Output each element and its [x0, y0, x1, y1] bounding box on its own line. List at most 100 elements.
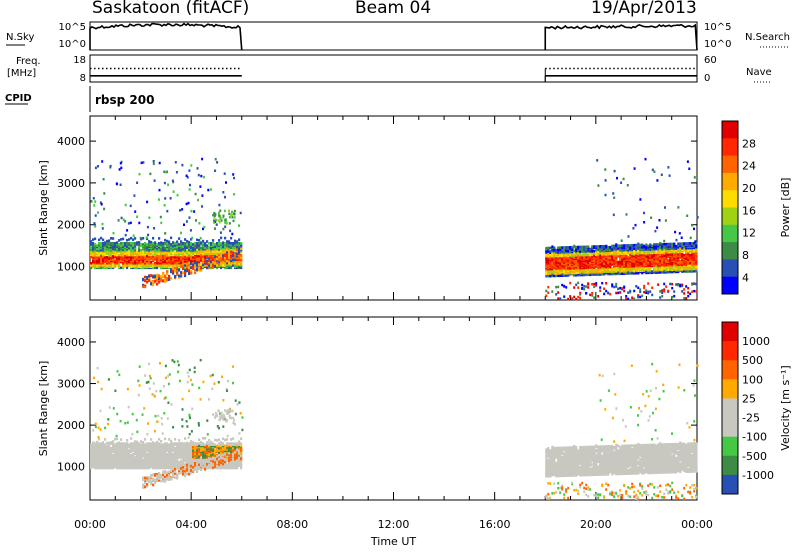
power-cell — [691, 283, 694, 286]
power-cell — [661, 289, 664, 292]
power-cell — [220, 253, 223, 257]
velocity-cell — [130, 437, 133, 440]
power-cell — [92, 265, 95, 268]
power-cell — [92, 251, 95, 254]
power-cell — [190, 238, 193, 241]
power-cell — [100, 249, 103, 252]
power-cell — [122, 218, 125, 221]
velocity-cell — [158, 477, 161, 480]
power-cell — [627, 261, 630, 265]
velocity-cell — [140, 443, 143, 446]
power-cell — [663, 242, 666, 246]
power-cell — [172, 260, 175, 264]
power-cell — [197, 198, 199, 202]
power-cell — [188, 261, 191, 265]
power-cell — [180, 231, 182, 235]
power-cell — [228, 266, 231, 270]
power-cell — [222, 245, 225, 249]
velocity-cell — [102, 452, 105, 456]
velocity-cell — [152, 473, 155, 476]
power-cell — [687, 287, 690, 290]
power-y-tick-label: 3000 — [57, 177, 85, 190]
velocity-cell — [156, 479, 159, 482]
power-cell — [561, 246, 564, 249]
power-cell — [174, 256, 177, 259]
power-cell — [146, 277, 149, 281]
power-cell — [687, 264, 690, 267]
power-cell — [599, 289, 602, 292]
power-cell — [663, 254, 666, 258]
freq-label: Freq. — [16, 56, 41, 67]
velocity-cell — [126, 439, 129, 442]
power-cell — [222, 227, 225, 231]
power-cell — [198, 222, 201, 225]
power-cell — [601, 262, 604, 266]
power-cell — [230, 266, 233, 270]
power-cell — [631, 265, 634, 268]
power-cell — [126, 266, 129, 270]
power-cell — [236, 245, 239, 249]
power-cell — [224, 257, 227, 260]
power-cell — [695, 245, 698, 248]
power-cell — [152, 236, 155, 240]
power-cell — [667, 166, 670, 169]
power-cell — [643, 286, 646, 290]
velocity-cell — [172, 472, 175, 475]
velocity-cell — [168, 438, 171, 441]
velocity-cell — [150, 475, 153, 479]
velocity-cell — [154, 478, 157, 482]
power-cell — [206, 259, 209, 263]
power-cell — [661, 260, 664, 264]
power-cell — [545, 246, 548, 250]
power-cell — [136, 250, 139, 253]
power-cell — [122, 242, 125, 245]
power-cell — [593, 285, 596, 288]
velocity-cell — [122, 450, 125, 453]
power-cell — [214, 213, 217, 216]
velocity-cell — [134, 465, 137, 469]
power-cell — [90, 200, 93, 203]
power-cell — [160, 254, 163, 258]
power-cell — [182, 253, 185, 257]
power-cell — [633, 252, 636, 255]
power-cell — [230, 259, 233, 263]
power-cell — [647, 244, 650, 248]
power-cell — [577, 271, 580, 275]
velocity-cell — [148, 476, 151, 479]
power-cell — [577, 295, 580, 299]
power-cell — [555, 248, 558, 252]
power-cell — [204, 263, 207, 267]
power-cell — [142, 256, 145, 259]
power-cell — [97, 165, 99, 168]
velocity-cell — [142, 444, 145, 448]
power-cell — [214, 255, 217, 258]
power-cell — [118, 243, 121, 246]
velocity-cell — [158, 438, 161, 441]
velocity-cell — [114, 443, 117, 446]
power-cell — [124, 220, 127, 223]
velocity-cell — [144, 481, 147, 485]
velocity-cell — [146, 452, 149, 456]
power-cell — [186, 246, 189, 250]
velocity-cell — [148, 477, 151, 481]
velocity-cell — [112, 446, 115, 450]
velocity-cell — [160, 474, 163, 478]
velocity-cell — [122, 452, 125, 456]
power-cell — [629, 244, 632, 247]
power-cell — [687, 294, 690, 298]
power-cell — [102, 242, 105, 245]
power-cell — [214, 243, 217, 246]
power-cell — [687, 266, 690, 270]
power-cell — [202, 242, 205, 245]
power-cell — [199, 185, 202, 188]
power-cell — [661, 245, 664, 248]
power-cell — [693, 282, 696, 285]
power-cell — [124, 233, 127, 237]
power-cell — [132, 234, 135, 237]
velocity-cell — [168, 478, 171, 481]
velocity-cell — [164, 442, 167, 445]
power-cell — [152, 160, 155, 163]
power-cell — [663, 239, 666, 243]
power-cell — [218, 261, 221, 265]
power-cell — [617, 250, 620, 253]
